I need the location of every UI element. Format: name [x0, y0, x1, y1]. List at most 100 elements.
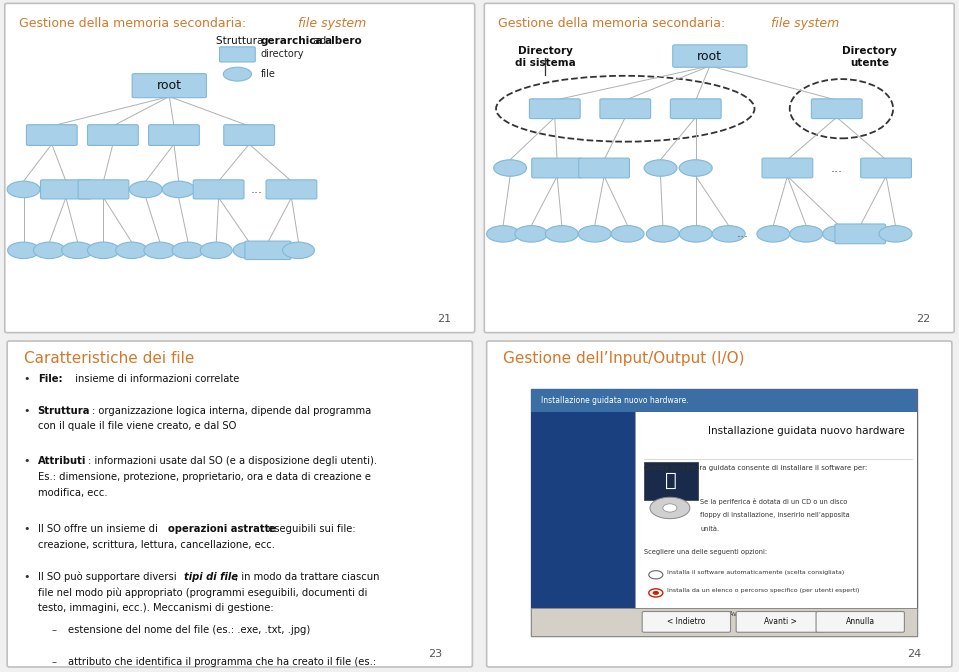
- FancyBboxPatch shape: [220, 47, 255, 62]
- FancyBboxPatch shape: [531, 607, 917, 636]
- Text: Struttura: Struttura: [216, 36, 267, 46]
- Text: 21: 21: [437, 314, 452, 325]
- Ellipse shape: [790, 226, 823, 242]
- FancyBboxPatch shape: [484, 3, 954, 333]
- Ellipse shape: [652, 591, 659, 595]
- Ellipse shape: [679, 160, 713, 176]
- Text: Gestione della memoria secondaria:: Gestione della memoria secondaria:: [499, 17, 730, 30]
- Text: ad: ad: [311, 36, 330, 46]
- Text: modifica, ecc.: modifica, ecc.: [37, 488, 107, 498]
- Text: Installazione guidata nuovo hardware: Installazione guidata nuovo hardware: [708, 425, 904, 435]
- Text: Installa da un elenco o percorso specifico (per utenti esperti): Installa da un elenco o percorso specifi…: [667, 588, 859, 593]
- Ellipse shape: [650, 497, 690, 519]
- Ellipse shape: [61, 242, 94, 259]
- FancyBboxPatch shape: [762, 158, 813, 178]
- Text: file: file: [261, 69, 276, 79]
- Ellipse shape: [649, 571, 663, 579]
- Ellipse shape: [823, 226, 855, 242]
- FancyBboxPatch shape: [670, 99, 721, 118]
- Ellipse shape: [679, 226, 713, 242]
- Ellipse shape: [283, 242, 315, 259]
- Ellipse shape: [644, 160, 677, 176]
- FancyBboxPatch shape: [737, 612, 825, 632]
- FancyBboxPatch shape: [223, 125, 274, 145]
- Text: Avanti >: Avanti >: [764, 617, 797, 626]
- Text: Gestione dell’Input/Output (I/O): Gestione dell’Input/Output (I/O): [503, 351, 744, 366]
- Ellipse shape: [144, 242, 175, 259]
- Ellipse shape: [7, 181, 40, 198]
- Text: Installazione guidata nuovo hardware.: Installazione guidata nuovo hardware.: [541, 396, 689, 405]
- Ellipse shape: [646, 226, 679, 242]
- Ellipse shape: [116, 242, 148, 259]
- Text: ...: ...: [250, 183, 262, 196]
- Text: 💻: 💻: [666, 471, 677, 491]
- Ellipse shape: [546, 226, 578, 242]
- Text: file system: file system: [771, 17, 839, 30]
- FancyBboxPatch shape: [266, 180, 316, 199]
- Text: creazione, scrittura, lettura, cancellazione, ecc.: creazione, scrittura, lettura, cancellaz…: [37, 540, 274, 550]
- Ellipse shape: [578, 226, 611, 242]
- FancyBboxPatch shape: [600, 99, 650, 118]
- FancyBboxPatch shape: [644, 462, 698, 500]
- FancyBboxPatch shape: [531, 158, 582, 178]
- Text: gerarchica: gerarchica: [261, 36, 323, 46]
- Text: Es.: dimensione, protezione, proprietario, ora e data di creazione e: Es.: dimensione, protezione, proprietari…: [37, 472, 371, 482]
- Ellipse shape: [515, 226, 548, 242]
- Text: •: •: [24, 405, 30, 415]
- FancyBboxPatch shape: [531, 388, 917, 413]
- Ellipse shape: [649, 589, 663, 597]
- Ellipse shape: [663, 504, 677, 512]
- Text: file nel modo più appropriato (programmi eseguibili, documenti di: file nel modo più appropriato (programmi…: [37, 587, 367, 598]
- Text: Directory
di sistema: Directory di sistema: [515, 46, 575, 68]
- Text: Annulla: Annulla: [846, 617, 875, 626]
- FancyBboxPatch shape: [27, 125, 77, 145]
- Ellipse shape: [162, 181, 195, 198]
- FancyBboxPatch shape: [193, 180, 244, 199]
- Text: albero: albero: [324, 36, 363, 46]
- Text: ...: ...: [830, 161, 843, 175]
- Text: Per continuare, scegliere Avanti.: Per continuare, scegliere Avanti.: [644, 611, 752, 617]
- FancyBboxPatch shape: [835, 224, 885, 244]
- Ellipse shape: [129, 181, 162, 198]
- Ellipse shape: [223, 67, 251, 81]
- Ellipse shape: [879, 226, 912, 242]
- FancyBboxPatch shape: [149, 125, 199, 145]
- Text: operazioni astratte: operazioni astratte: [169, 524, 276, 534]
- FancyBboxPatch shape: [87, 125, 138, 145]
- Text: Scegliere una delle seguenti opzioni:: Scegliere una delle seguenti opzioni:: [644, 549, 767, 555]
- Text: 24: 24: [907, 648, 922, 659]
- FancyBboxPatch shape: [531, 413, 635, 607]
- Text: Il SO offre un insieme di: Il SO offre un insieme di: [37, 524, 161, 534]
- Text: Directory
utente: Directory utente: [842, 46, 897, 68]
- Ellipse shape: [611, 226, 644, 242]
- Text: 22: 22: [917, 314, 931, 325]
- Text: ...: ...: [737, 227, 749, 241]
- FancyBboxPatch shape: [860, 158, 911, 178]
- Text: unità.: unità.: [700, 526, 719, 532]
- Ellipse shape: [200, 242, 232, 259]
- Text: root: root: [156, 79, 182, 92]
- Text: –: –: [52, 625, 57, 635]
- Ellipse shape: [494, 160, 526, 176]
- Ellipse shape: [87, 242, 120, 259]
- FancyBboxPatch shape: [529, 99, 580, 118]
- Text: testo, immagini, ecc.). Meccanismi di gestione:: testo, immagini, ecc.). Meccanismi di ge…: [37, 603, 273, 613]
- Text: floppy di installazione, inserirlo nell’apposita: floppy di installazione, inserirlo nell’…: [700, 512, 851, 518]
- Text: •: •: [24, 374, 30, 384]
- Text: Installa il software automaticamente (scelta consigliata): Installa il software automaticamente (sc…: [667, 570, 844, 575]
- Text: tipi di file: tipi di file: [184, 571, 238, 581]
- Text: < Indietro: < Indietro: [667, 617, 706, 626]
- Text: Caratteristiche dei file: Caratteristiche dei file: [24, 351, 194, 366]
- Text: , in modo da trattare ciascun: , in modo da trattare ciascun: [235, 571, 380, 581]
- Text: 23: 23: [428, 648, 442, 659]
- Ellipse shape: [8, 242, 39, 259]
- Text: Struttura: Struttura: [37, 405, 90, 415]
- FancyBboxPatch shape: [643, 612, 731, 632]
- Text: Se la periferica è dotata di un CD o un disco: Se la periferica è dotata di un CD o un …: [700, 498, 848, 505]
- Text: Gestione della memoria secondaria:: Gestione della memoria secondaria:: [19, 17, 250, 30]
- Text: Attributi: Attributi: [37, 456, 86, 466]
- Ellipse shape: [172, 242, 204, 259]
- Ellipse shape: [757, 226, 790, 242]
- Text: •: •: [24, 571, 30, 581]
- Text: root: root: [697, 50, 722, 62]
